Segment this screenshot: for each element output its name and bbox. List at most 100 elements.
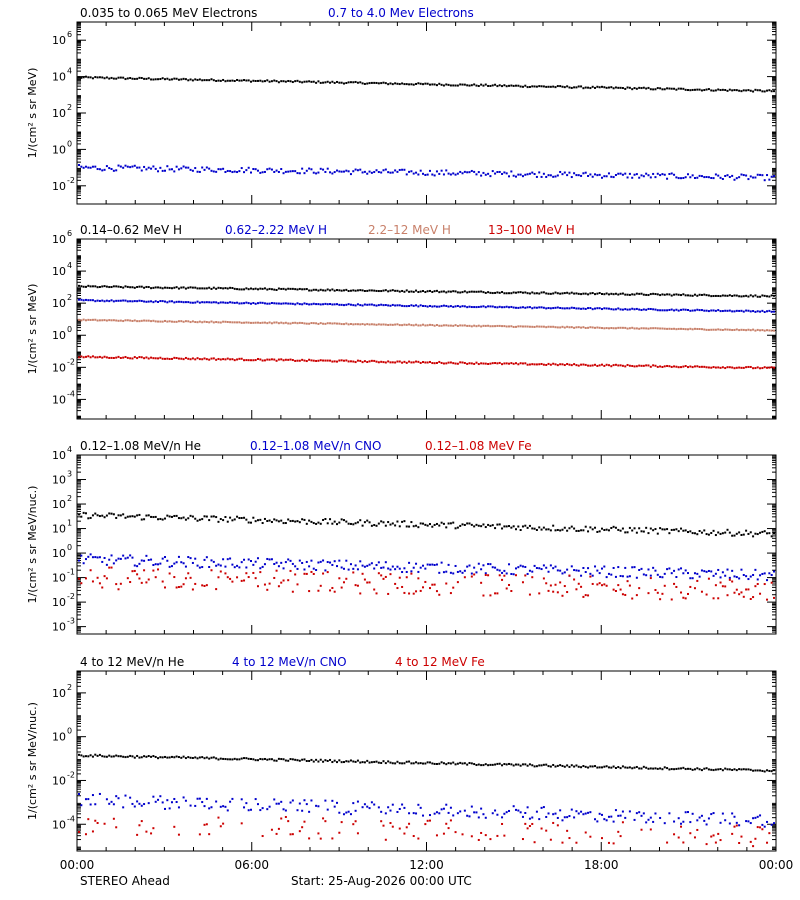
data-point (598, 292, 601, 295)
data-point (538, 764, 541, 767)
data-point (726, 309, 729, 312)
data-point (621, 593, 624, 596)
data-point (349, 563, 352, 566)
data-point (359, 168, 362, 171)
data-point (412, 566, 415, 569)
y-tick-exponent: -2 (67, 770, 75, 779)
data-point (138, 562, 141, 565)
data-point (584, 812, 587, 815)
data-point (554, 812, 557, 815)
data-point (528, 817, 531, 820)
data-point (447, 361, 450, 364)
data-point (145, 830, 148, 833)
data-point (154, 286, 157, 289)
data-point (419, 304, 422, 307)
data-point (194, 517, 197, 520)
data-point (203, 823, 206, 826)
data-point (147, 77, 150, 80)
data-point (763, 366, 766, 369)
data-point (375, 304, 378, 307)
data-point (594, 326, 597, 329)
data-point (324, 759, 327, 762)
data-point (731, 329, 734, 332)
data-point (270, 301, 273, 304)
data-point (168, 515, 171, 518)
data-point (284, 288, 287, 291)
data-point (361, 289, 364, 292)
data-point (366, 289, 369, 292)
data-point (703, 89, 706, 92)
data-point (263, 321, 266, 324)
data-point (680, 567, 683, 570)
data-point (735, 177, 738, 180)
data-point (287, 287, 290, 290)
data-point (319, 288, 322, 291)
data-point (521, 565, 524, 568)
data-point (631, 767, 634, 770)
data-point (568, 326, 571, 329)
data-point (398, 525, 401, 528)
data-point (482, 291, 485, 294)
data-point (638, 767, 641, 770)
data-point (422, 564, 425, 567)
data-point (238, 79, 241, 82)
data-point (596, 174, 599, 177)
data-point (535, 292, 538, 295)
data-point (619, 814, 622, 817)
data-point (607, 172, 610, 175)
data-point (245, 301, 248, 304)
data-point (182, 358, 185, 361)
data-point (456, 304, 459, 307)
data-point (236, 758, 239, 761)
data-point (129, 796, 132, 799)
data-point (605, 576, 608, 579)
data-point (452, 572, 455, 575)
data-point (494, 809, 497, 812)
data-point (733, 294, 736, 297)
data-point (642, 175, 645, 178)
data-point (714, 534, 717, 537)
data-point (538, 85, 541, 88)
data-point (277, 81, 280, 84)
data-point (570, 565, 573, 568)
data-point (473, 324, 476, 327)
data-point (740, 173, 743, 176)
data-point (612, 293, 615, 296)
data-point (552, 590, 555, 593)
data-point (384, 361, 387, 364)
data-point (308, 837, 311, 840)
data-point (396, 289, 399, 292)
data-point (691, 812, 694, 815)
data-point (501, 816, 504, 819)
data-point (166, 514, 169, 517)
data-point (693, 177, 696, 180)
data-point (454, 564, 457, 567)
data-point (96, 319, 99, 322)
data-point (607, 293, 610, 296)
data-point (140, 518, 143, 521)
data-point (517, 525, 520, 528)
data-point (752, 367, 755, 370)
data-point (94, 803, 97, 806)
data-point (126, 755, 129, 758)
data-point (177, 168, 180, 171)
data-point (705, 767, 708, 770)
data-point (380, 171, 383, 174)
data-point (514, 763, 517, 766)
data-point (440, 305, 443, 308)
data-point (675, 585, 678, 588)
data-point (640, 309, 643, 312)
data-point (387, 171, 390, 174)
data-point (275, 80, 278, 83)
data-point (268, 302, 271, 305)
data-point (570, 291, 573, 294)
data-point (305, 572, 308, 575)
data-point (728, 176, 731, 179)
data-point (675, 293, 678, 296)
data-point (670, 365, 673, 368)
data-point (133, 286, 136, 289)
data-point (419, 522, 422, 525)
data-point (554, 326, 557, 329)
data-point (642, 327, 645, 330)
data-point (663, 572, 666, 575)
